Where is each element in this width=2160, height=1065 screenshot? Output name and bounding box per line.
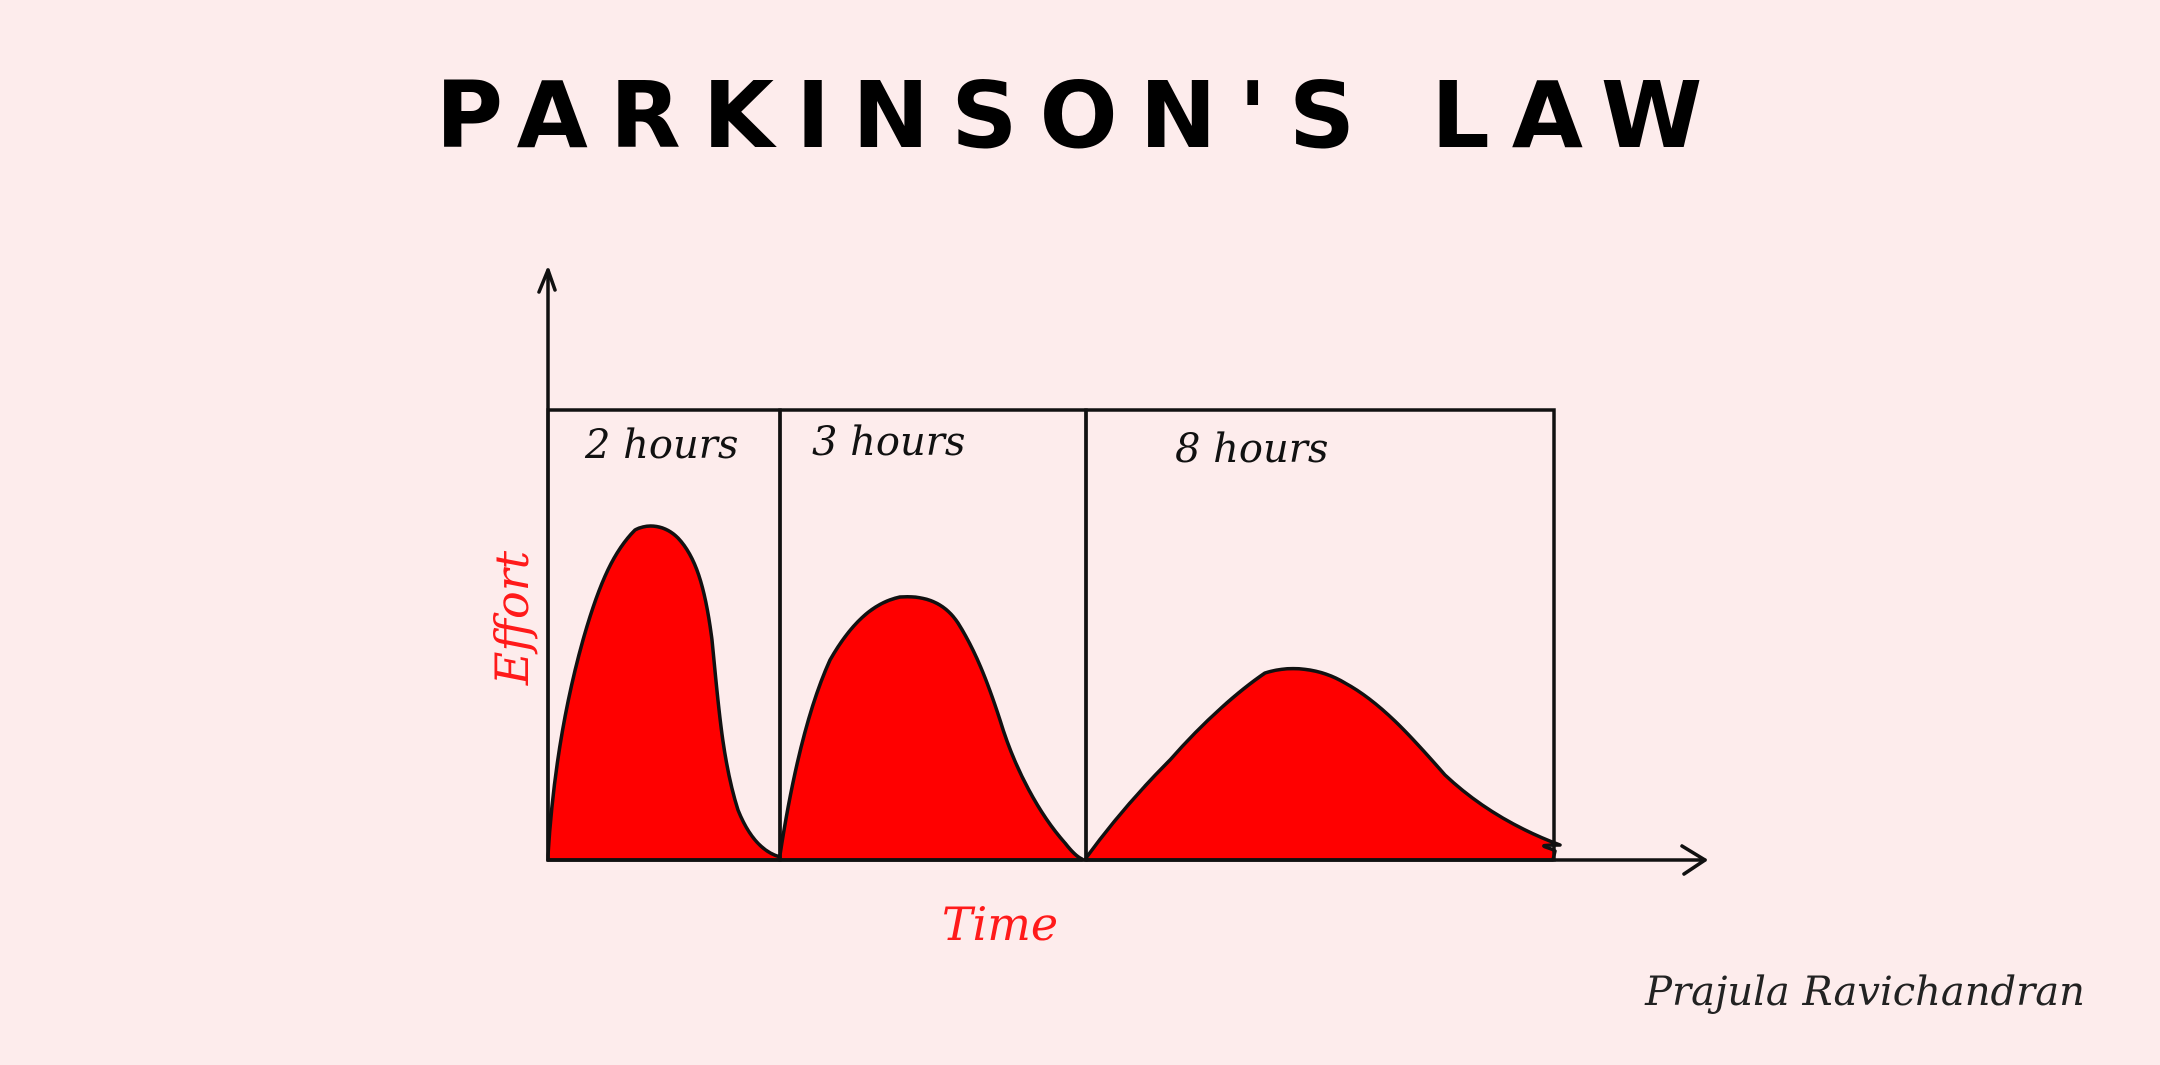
segment-label-8-hours: 8 hours: [1175, 426, 1328, 472]
x-axis-arrowhead: [1680, 844, 1707, 876]
segment-label-2-hours: 2 hours: [584, 422, 738, 468]
x-axis-label: Time: [942, 897, 1058, 951]
page-title: PARKINSON'S LAW: [435, 62, 1725, 169]
y-axis-label: Effort: [485, 550, 539, 686]
effort-curve-2-hours: [546, 524, 782, 862]
effort-curve-8-hours: [1084, 666, 1562, 862]
effort-curve-3-hours: [778, 594, 1084, 862]
author-signature: Prajula Ravichandran: [1644, 969, 2085, 1015]
segment-label-3-hours: 3 hours: [812, 419, 965, 465]
y-axis-arrowhead: [537, 268, 557, 294]
